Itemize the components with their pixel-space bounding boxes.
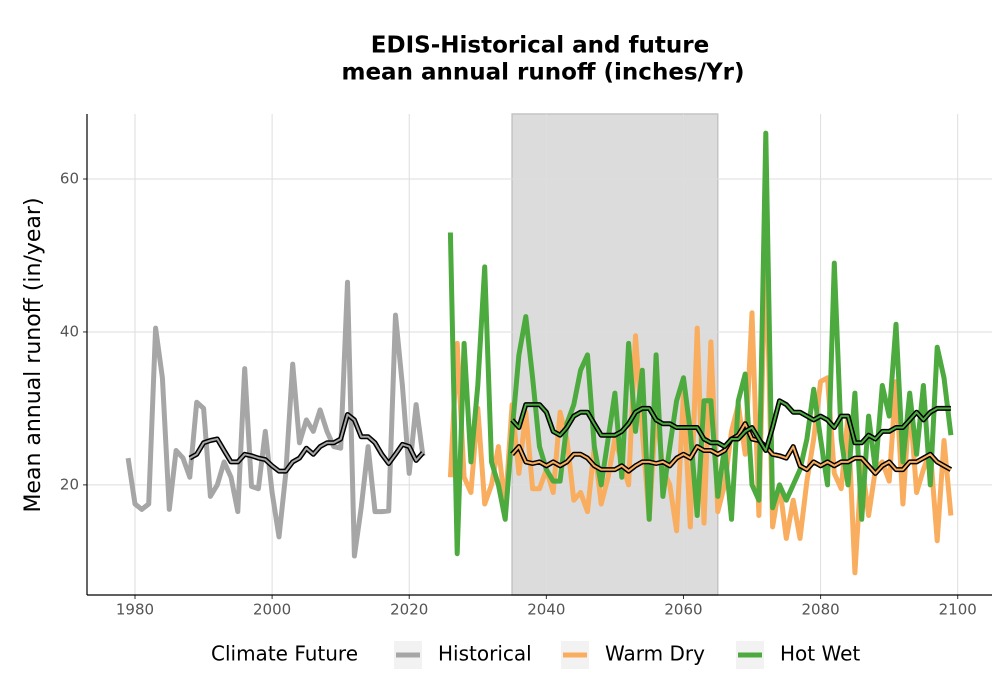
- legend-label: Hot Wet: [780, 642, 860, 666]
- x-tick-label: 2000: [253, 601, 291, 619]
- y-tick-label: 40: [60, 322, 79, 340]
- x-tick-label: 2040: [527, 601, 565, 619]
- x-tick-label: 1980: [116, 601, 154, 619]
- rolling-line: [189, 413, 424, 473]
- x-tick-label: 2020: [390, 601, 428, 619]
- x-tick-label: 2080: [802, 601, 840, 619]
- rolling-line: [511, 399, 951, 452]
- chart-title: EDIS-Historical and future: [371, 33, 709, 59]
- legend-label: Warm Dry: [605, 642, 705, 666]
- chart-subtitle: mean annual runoff (inches/Yr): [341, 60, 744, 86]
- y-tick-label: 20: [60, 475, 79, 493]
- legend-title: Climate Future: [211, 642, 358, 666]
- x-tick-label: 2060: [664, 601, 702, 619]
- x-tick-label: 2100: [939, 601, 977, 619]
- y-tick-label: 60: [60, 170, 79, 188]
- y-axis-label: Mean annual runoff (in/year): [21, 197, 46, 512]
- legend-label: Historical: [438, 642, 532, 666]
- shaded-period: [511, 113, 719, 596]
- series-line: [125, 279, 426, 559]
